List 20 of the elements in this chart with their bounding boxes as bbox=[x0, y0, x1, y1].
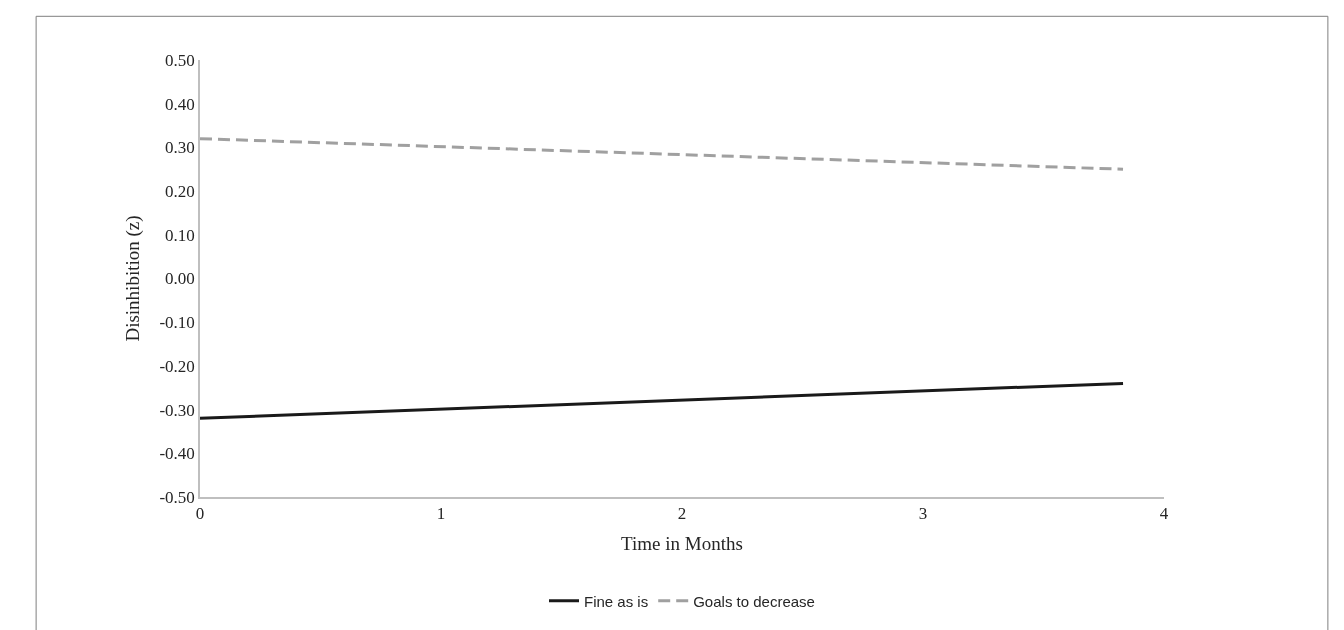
y-tick-label: 0.40 bbox=[165, 94, 195, 114]
y-tick-label: 0.10 bbox=[165, 225, 195, 245]
y-tick-label: 0.20 bbox=[165, 182, 195, 202]
y-tick-label: -0.10 bbox=[159, 313, 195, 333]
x-tick-label: 4 bbox=[1159, 504, 1169, 524]
y-tick-label: -0.50 bbox=[159, 487, 195, 507]
x-tick-label: 3 bbox=[918, 504, 928, 524]
legend-label: Goals to decrease bbox=[693, 592, 815, 610]
legend-label: Fine as is bbox=[584, 592, 649, 610]
x-tick-label: 1 bbox=[436, 504, 446, 524]
x-tick-label: 0 bbox=[195, 504, 205, 524]
y-axis-title: Disinhibition (z) bbox=[121, 215, 144, 342]
y-tick-label: 0.30 bbox=[165, 138, 195, 158]
y-tick-label: -0.20 bbox=[159, 356, 195, 376]
y-tick-label: 0.50 bbox=[165, 50, 195, 70]
x-tick-label: 2 bbox=[677, 504, 687, 524]
y-tick-label: -0.40 bbox=[159, 444, 195, 464]
x-axis-title: Time in Months bbox=[621, 533, 743, 555]
y-tick-label: 0.00 bbox=[165, 269, 195, 289]
y-tick-label: -0.30 bbox=[159, 400, 195, 420]
